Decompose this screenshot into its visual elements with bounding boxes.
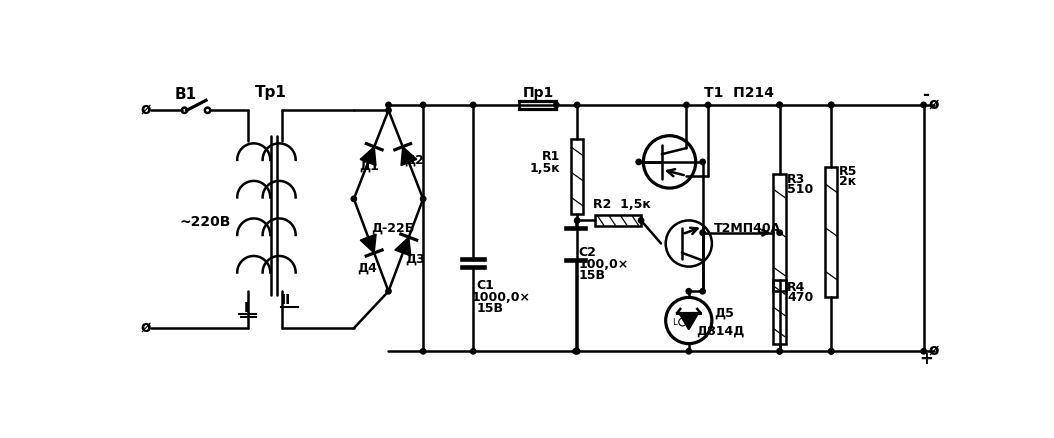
Circle shape (470, 102, 475, 108)
Polygon shape (679, 313, 699, 330)
Text: II: II (281, 293, 291, 307)
Circle shape (574, 102, 580, 108)
Text: Д4: Д4 (357, 261, 377, 275)
Text: Тр1: Тр1 (255, 85, 287, 100)
Bar (571, 139, 583, 214)
Bar (594, 215, 641, 226)
Circle shape (686, 289, 691, 294)
Circle shape (705, 102, 710, 108)
Circle shape (921, 102, 926, 108)
Polygon shape (360, 234, 376, 253)
Text: 1000,0×: 1000,0× (471, 291, 530, 304)
Text: 15В: 15В (476, 302, 503, 314)
Text: R2  1,5к: R2 1,5к (593, 198, 651, 211)
Polygon shape (395, 237, 411, 256)
Polygon shape (360, 147, 376, 166)
Circle shape (777, 230, 782, 236)
Circle shape (421, 196, 426, 201)
Text: Т2МП40А: Т2МП40А (714, 222, 781, 235)
Text: ~220В: ~220В (179, 215, 231, 229)
Circle shape (386, 289, 391, 294)
Text: ø: ø (141, 103, 151, 118)
Circle shape (777, 349, 782, 354)
Text: ø: ø (929, 344, 939, 359)
Circle shape (684, 102, 689, 108)
Text: 510: 510 (787, 183, 814, 196)
Text: Д2: Д2 (404, 154, 424, 167)
Text: +: + (919, 350, 933, 368)
Text: Д1: Д1 (359, 160, 379, 173)
Text: C2: C2 (579, 246, 597, 259)
Text: Д3: Д3 (406, 252, 425, 265)
Bar (825, 166, 837, 297)
Circle shape (386, 102, 391, 108)
Text: 2к: 2к (839, 176, 856, 188)
Text: ø: ø (929, 97, 939, 113)
Text: R4: R4 (787, 281, 805, 294)
Circle shape (574, 349, 580, 354)
Circle shape (639, 218, 644, 223)
Text: 470: 470 (787, 291, 814, 304)
Polygon shape (401, 147, 416, 166)
Text: C1: C1 (476, 279, 494, 292)
Circle shape (700, 289, 705, 294)
Text: 1,5к: 1,5к (529, 162, 560, 175)
Circle shape (470, 349, 475, 354)
Circle shape (386, 108, 391, 113)
Bar (774, 174, 786, 291)
Circle shape (828, 349, 834, 354)
Text: 100,0×: 100,0× (579, 258, 629, 271)
Circle shape (351, 196, 356, 201)
Circle shape (828, 349, 834, 354)
Circle shape (421, 102, 426, 108)
Text: I: I (243, 301, 249, 315)
Circle shape (777, 102, 782, 108)
Circle shape (573, 349, 579, 354)
Text: R1: R1 (542, 150, 560, 163)
Text: Д814Д: Д814Д (697, 325, 745, 338)
Text: Д5: Д5 (715, 306, 734, 319)
Text: R5: R5 (839, 166, 857, 178)
Circle shape (421, 349, 426, 354)
Circle shape (777, 102, 782, 108)
Text: ø: ø (141, 321, 151, 336)
Text: Пр1: Пр1 (523, 85, 554, 99)
Circle shape (574, 218, 580, 223)
Bar (774, 280, 786, 344)
Circle shape (828, 102, 834, 108)
Circle shape (777, 349, 782, 354)
Circle shape (921, 349, 926, 354)
Circle shape (686, 349, 691, 354)
Text: Д-22Б: Д-22Б (372, 222, 415, 235)
Circle shape (828, 102, 834, 108)
Text: 15В: 15В (579, 269, 606, 283)
Circle shape (700, 159, 705, 165)
Circle shape (636, 159, 642, 165)
Circle shape (553, 102, 559, 108)
Text: Т1  П214: Т1 П214 (704, 85, 775, 99)
Text: L: L (672, 318, 678, 327)
Text: -: - (922, 86, 930, 104)
Text: В1: В1 (175, 88, 197, 102)
Text: R3: R3 (787, 173, 805, 186)
Circle shape (700, 230, 705, 236)
